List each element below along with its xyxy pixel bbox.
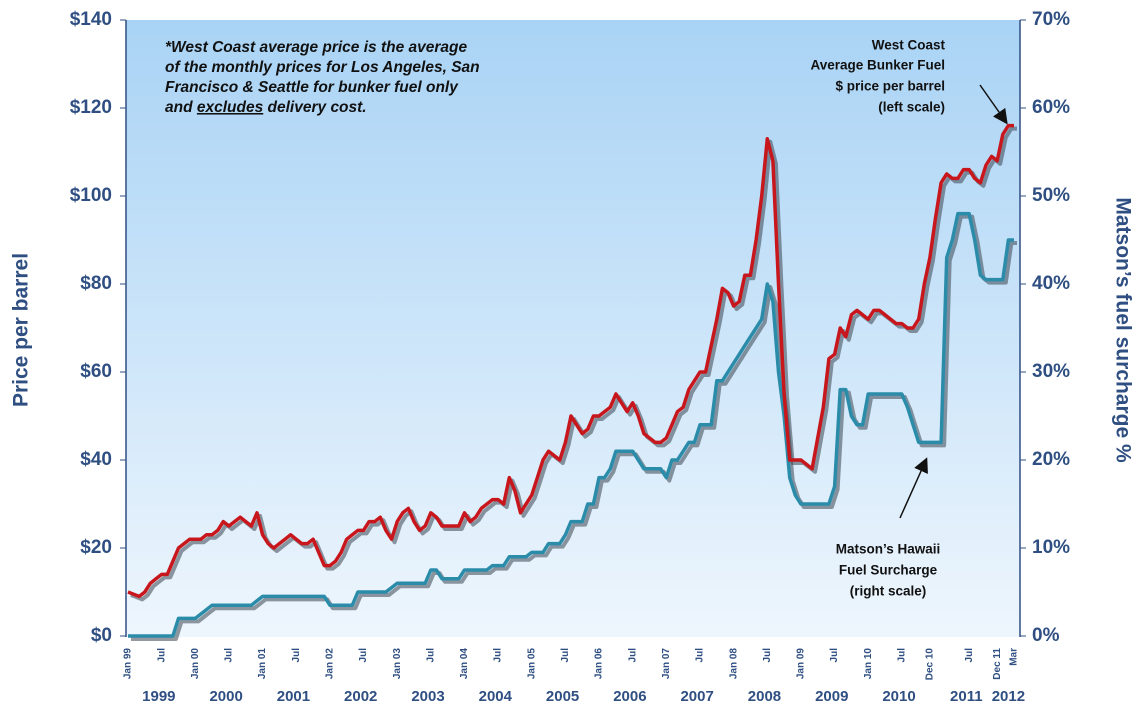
x-tick-label: Jul [425,648,436,663]
y-tick-label: $20 [80,537,112,558]
y-tick-label: $120 [70,97,112,118]
y-tick-label: $60 [80,361,112,382]
note-line: *West Coast average price is the average [165,39,467,56]
x-tick-label: Dec 10 [925,648,936,681]
x-tick-label: Jan 05 [526,648,537,680]
y2-tick-label: 10% [1032,537,1070,558]
y-tick-label: $100 [70,185,112,206]
y2-tick-label: 40% [1032,273,1070,294]
year-label: 2009 [815,688,848,705]
x-tick-label: Jan 10 [863,648,874,680]
label-line: Fuel Surcharge [839,563,938,578]
x-tick-label: Jan 09 [796,648,807,680]
x-tick-label: Jul [964,648,975,663]
x-tick-label: Jan 03 [392,648,403,680]
note-line: Francisco & Seattle for bunker fuel only [165,79,459,96]
x-tick-label: Jul [358,648,369,663]
label-line: (left scale) [878,100,945,115]
x-tick-label: Jul [493,648,504,663]
note: *West Coast average price is the average… [165,39,480,116]
x-tick-label: Jul [829,648,840,663]
note-text: and [165,99,197,116]
x-tick-label: Dec 11 [992,648,1003,680]
year-label: 2010 [882,688,915,705]
x-tick-label: Jul [762,648,773,663]
plot-area [126,20,1020,637]
label-line: Average Bunker Fuel [810,58,945,73]
x-tick-label: Jul [627,648,638,663]
x-tick-label: Jul [695,648,706,663]
year-label: 1999 [142,688,175,705]
y2-tick-label: 20% [1032,449,1070,470]
label-line: West Coast [872,38,946,53]
note-line: of the monthly prices for Los Angeles, S… [165,59,480,76]
arrow [899,457,928,519]
x-tick-label: Jul [156,648,167,663]
y-tick-label: $80 [80,273,112,294]
year-label: 2011 [950,688,983,705]
x-tick-label: Jul [560,648,571,663]
x-tick-label: Jan 02 [325,648,336,680]
blue-label: Matson’s Hawaii Fuel Surcharge (right sc… [836,542,941,599]
x-tick-label: Jul [291,648,302,663]
note-text: delivery cost. [263,99,366,116]
year-label: 2000 [209,688,242,705]
x-tick-label: Jan 01 [257,648,268,680]
year-label: 2006 [613,688,646,705]
year-label: 2001 [277,688,310,705]
year-label: 2004 [479,688,513,705]
y2-tick-label: 50% [1032,185,1070,206]
y-tick-label: $0 [91,625,112,646]
x-tick-label: Jul [896,648,907,663]
y2-tick-label: 30% [1032,361,1070,382]
year-label: 2003 [411,688,444,705]
x-tick-label: Jan 07 [661,648,672,680]
x-tick-label: Jan 00 [190,648,201,680]
label-line: $ price per barrel [835,79,945,94]
year-label: 2012 [992,688,1025,705]
y2-tick-label: 60% [1032,97,1070,118]
y2-tick-label: 0% [1032,625,1060,646]
x-tick-label: Jan 99 [123,648,134,680]
arrow [979,84,1008,125]
line-shadow [131,214,1017,641]
y-tick-label: $40 [80,449,112,470]
note-underlined: excludes [197,99,264,116]
year-label: 2008 [748,688,781,705]
y2-tick-label: 70% [1032,9,1070,30]
note-line: and excludes delivery cost. [165,99,367,116]
y-tick-label: $140 [70,9,112,30]
label-line: Matson’s Hawaii [836,542,941,557]
y-axis-title: Price per barrel [10,253,33,407]
x-tick-label: Jan 08 [728,648,739,680]
label-line: (right scale) [850,584,927,599]
year-label: 2007 [680,688,713,705]
x-tick-label: Mar [1009,648,1020,666]
year-label: 2002 [344,688,377,705]
line [127,123,1014,599]
line [128,211,1014,638]
y2-axis-title: Matson’s fuel surcharge % [1111,197,1134,463]
year-label: 2005 [546,688,579,705]
x-tick-label: Jan 04 [459,648,470,680]
red-label: West Coast Average Bunker Fuel $ price p… [810,38,945,115]
x-tick-label: Jul [224,648,235,663]
x-tick-label: Jan 06 [594,648,605,680]
